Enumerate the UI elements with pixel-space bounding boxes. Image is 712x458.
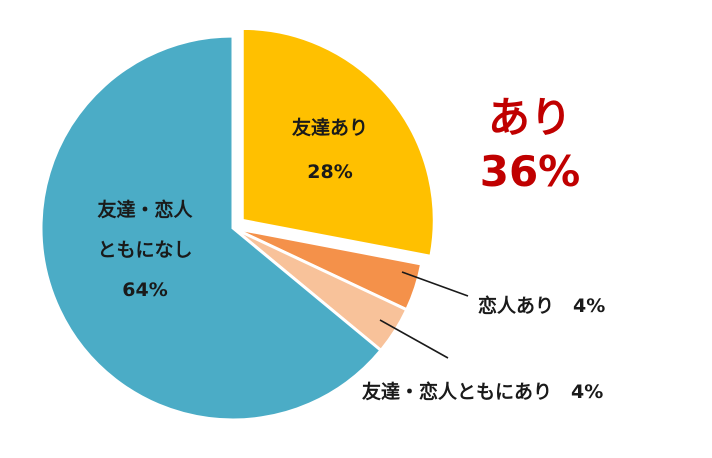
pie-slice	[240, 26, 436, 259]
slice-name-label: 友達あり	[292, 116, 368, 139]
pie-slices	[39, 26, 436, 422]
slice-outside-label: 友達・恋人ともにあり 4%	[362, 380, 603, 403]
slice-name-label: ともになし	[97, 239, 192, 261]
leader-line	[379, 319, 449, 359]
slice-percent-label: 28%	[307, 161, 352, 183]
slice-name-label: 友達・恋人	[97, 198, 193, 221]
leader-lines	[379, 271, 469, 359]
slice-outside-label: 恋人あり 4%	[478, 294, 605, 317]
summary-percent: 36%	[480, 147, 581, 196]
pie-slice	[39, 34, 384, 422]
summary-label: あり	[488, 93, 572, 142]
leader-line	[401, 271, 469, 297]
slice-percent-label: 64%	[122, 279, 167, 301]
